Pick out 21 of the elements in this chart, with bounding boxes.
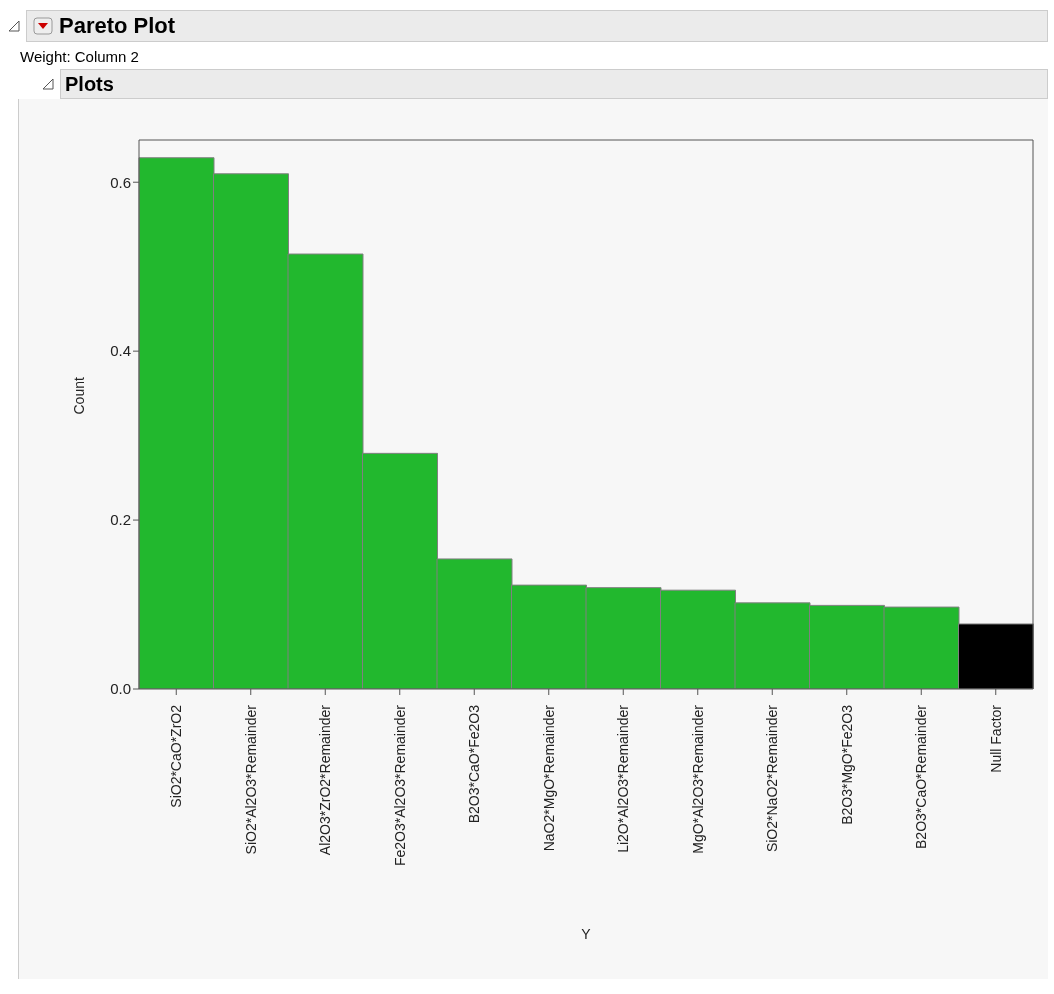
x-tick-label: MgO*Al2O3*Remainder	[689, 704, 706, 854]
x-tick-label: Al2O3*ZrO2*Remainder	[317, 704, 334, 856]
y-tick-label: 0.2	[110, 511, 131, 529]
y-tick-label: 0.0	[110, 680, 131, 698]
x-tick-label: B2O3*CaO*Remainder	[913, 704, 930, 849]
x-tick-label: Null Factor	[987, 704, 1004, 773]
x-tick-label: Fe2O3*Al2O3*Remainder	[391, 704, 408, 867]
x-tick-label: SiO2*NaO2*Remainder	[764, 704, 781, 853]
x-tick-label: B2O3*MgO*Fe2O3	[838, 704, 855, 825]
y-tick-label: 0.6	[110, 173, 131, 191]
chart-title: Pareto Plot	[59, 13, 176, 39]
chart-subtitle: Weight: Column 2	[20, 48, 140, 65]
x-tick-label: SiO2*CaO*ZrO2	[168, 704, 185, 808]
x-tick-label: SiO2*Al2O3*Remainder	[242, 704, 259, 855]
x-tick-label: Li2O*Al2O3*Remainder	[615, 704, 632, 853]
x-tick-label: B2O3*CaO*Fe2O3	[466, 704, 483, 824]
x-tick-label: NaO2*MgO*Remainder	[540, 704, 557, 852]
y-axis-title: Count	[70, 377, 87, 415]
text: Plots	[65, 72, 114, 96]
x-axis-title: Y	[581, 926, 592, 942]
y-tick-label: 0.4	[110, 342, 131, 360]
